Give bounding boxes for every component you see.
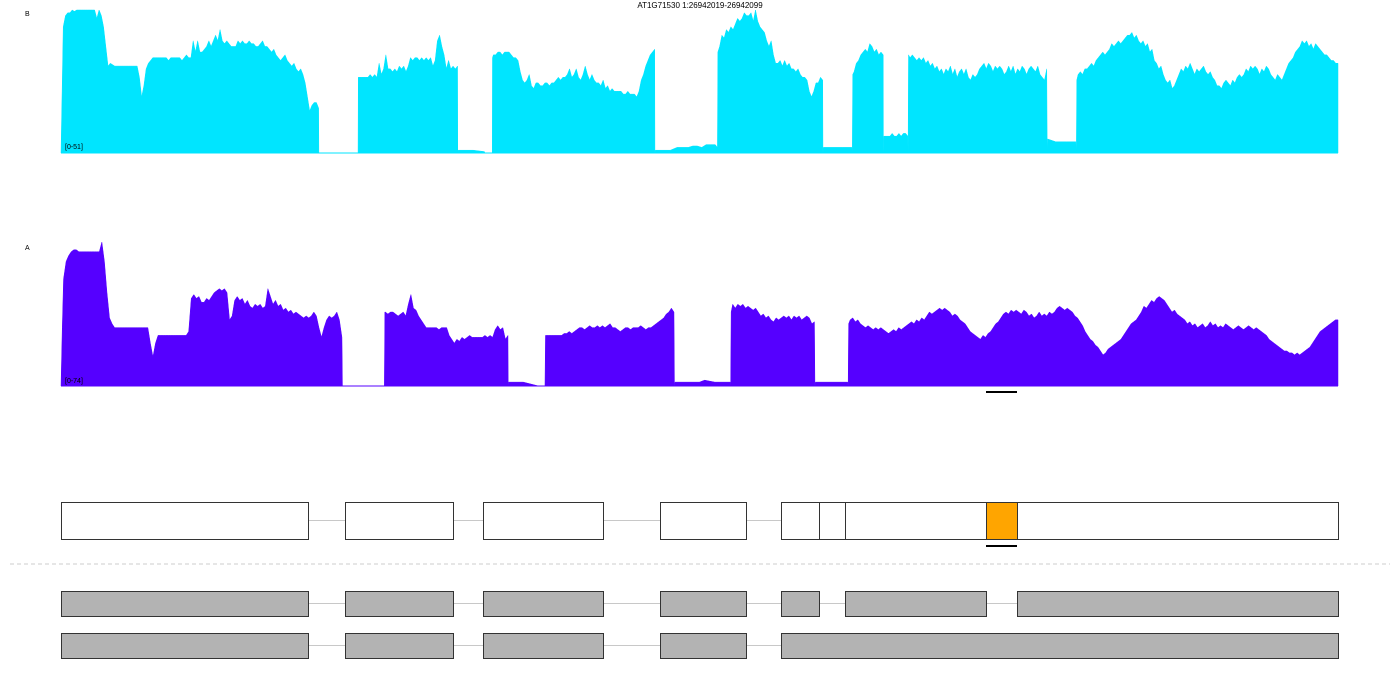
exon-block xyxy=(483,633,604,659)
exon-block xyxy=(483,502,604,540)
exon-block xyxy=(61,591,309,617)
highlighted-exon-segment xyxy=(986,502,1018,540)
track-a-label: A xyxy=(25,245,30,252)
track-a-range-label: [0-74] xyxy=(65,378,83,385)
track-a-coverage-area xyxy=(60,241,1339,387)
isoform-1 xyxy=(61,591,1339,617)
track-b-coverage-area xyxy=(60,9,1339,154)
figure-title: AT1G71530 1:26942019-26942099 xyxy=(637,1,763,10)
exon-block xyxy=(660,591,747,617)
track-b-label: B xyxy=(25,11,30,18)
exon-block xyxy=(61,633,309,659)
isoform-2 xyxy=(61,633,1339,659)
exon-block xyxy=(781,633,1339,659)
exon-block xyxy=(345,502,454,540)
exon-block xyxy=(660,502,747,540)
exon-block xyxy=(345,591,454,617)
exon-block xyxy=(781,591,820,617)
exon-block xyxy=(345,633,454,659)
reference-transcript xyxy=(61,502,1339,540)
exon-block xyxy=(845,591,987,617)
exon-block xyxy=(483,591,604,617)
exon-block xyxy=(660,633,747,659)
exon-block xyxy=(1017,591,1339,617)
exon-block xyxy=(781,502,1339,540)
track-b-range-label: [0-51] xyxy=(65,144,83,151)
exon-block xyxy=(61,502,309,540)
